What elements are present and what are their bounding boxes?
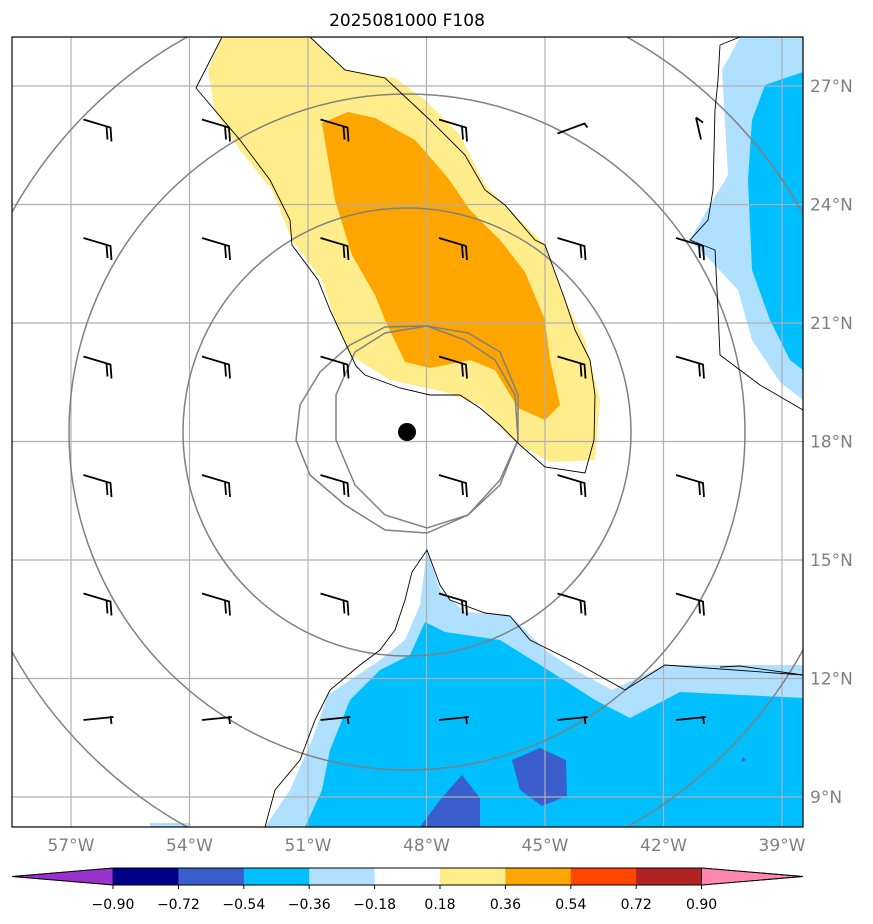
wind-barb-11: [675, 237, 705, 261]
longitude-labels: 57°W 54°W 51°W 48°W 45°W 42°W 39°W: [48, 836, 806, 856]
wind-barb-10: [557, 237, 587, 261]
colorbar-tick-label-1: −0.72: [157, 897, 200, 913]
colorbar-bin-5: [440, 868, 506, 885]
colorbar: −0.90 −0.72 −0.54 −0.36 −0.18 0.18 0.36 0.54 0.7…: [11, 867, 804, 913]
wind-barb-3: [438, 118, 468, 142]
wind-barb-4: [557, 122, 589, 135]
colorbar-tick-label-3: −0.36: [288, 897, 331, 913]
wind-barb-14: [320, 355, 350, 379]
colorbar-bin-3: [309, 868, 376, 885]
contour-fill-skyblue-south: [305, 622, 803, 827]
lat-tick-label-1: 24°N: [810, 196, 853, 216]
colorbar-tick-label-6: 0.36: [490, 897, 521, 913]
colorbar-bin-7: [570, 868, 637, 885]
colorbar-bin-6: [505, 868, 572, 885]
range-ring-3: [68, 93, 746, 771]
wind-barb-35: [675, 715, 707, 725]
wind-barb-16: [557, 355, 587, 379]
lon-tick-label-6: 39°W: [759, 836, 806, 856]
wind-barb-0: [83, 118, 113, 142]
wind-barb-24: [83, 592, 113, 616]
colorbar-tick-label-2: −0.54: [222, 897, 265, 913]
wind-barb-6: [83, 237, 113, 261]
wind-barb-25: [201, 592, 231, 616]
wind-barb-12: [83, 355, 113, 379]
wind-barb-20: [320, 474, 350, 498]
wind-barb-5: [695, 116, 704, 140]
wind-barb-27: [438, 592, 468, 616]
map-plot-area: [12, 37, 803, 827]
wind-barb-1: [201, 118, 231, 142]
contour-fill-royalblue-a: [512, 748, 567, 806]
wind-barb-26: [320, 592, 350, 616]
wind-barb-28: [557, 592, 587, 616]
range-ring-inner: [295, 325, 519, 534]
colorbar-bin-0: [113, 868, 179, 885]
contour-lines: [195, 37, 803, 827]
colorbar-bin-4: [374, 868, 441, 885]
colorbar-under-arrow: [11, 867, 114, 886]
lon-tick-label-3: 48°W: [403, 836, 450, 856]
wind-barb-32: [320, 715, 351, 725]
colorbar-bin-8: [636, 868, 703, 885]
lat-tick-label-5: 12°N: [810, 670, 853, 690]
contour-fill-royalblue-b: [420, 775, 480, 827]
map-frame: [11, 36, 804, 828]
colorbar-tick-label-8: 0.72: [621, 897, 652, 913]
wind-barb-7: [201, 237, 231, 261]
contour-fill-orange: [322, 112, 560, 420]
wind-barb-21: [438, 474, 468, 498]
wind-barb-33: [438, 715, 470, 725]
lat-tick-label-4: 15°N: [810, 551, 853, 571]
range-ring-2: [182, 207, 632, 657]
latitude-labels: 27°N 24°N 21°N 18°N 15°N 12°N 9°N: [810, 77, 853, 808]
colorbar-tick-label-4: −0.18: [353, 897, 396, 913]
wind-barb-17: [675, 355, 705, 379]
wind-barb-8: [320, 237, 350, 261]
cyclone-center-marker: [398, 423, 416, 441]
colorbar-bin-2: [243, 868, 310, 885]
colorbar-bin-1: [178, 868, 245, 885]
wind-barb-31: [201, 715, 233, 725]
range-ring-1: [335, 325, 519, 529]
wind-barb-30: [83, 715, 114, 725]
lat-tick-label-3: 18°N: [810, 433, 853, 453]
lon-tick-label-0: 57°W: [48, 836, 95, 856]
colorbar-tick-label-7: 0.54: [555, 897, 586, 913]
wind-barb-23: [675, 474, 705, 498]
wind-barb-22: [557, 474, 587, 498]
wind-barb-29: [675, 592, 705, 616]
lon-tick-label-4: 45°W: [522, 836, 569, 856]
contour-fill-lightblue-sw: [150, 823, 190, 827]
wind-barb-13: [201, 355, 231, 379]
wind-barb-2: [320, 118, 350, 142]
lon-tick-label-5: 42°W: [640, 836, 687, 856]
wind-barb-19: [201, 474, 231, 498]
lon-tick-label-2: 51°W: [285, 836, 332, 856]
lat-tick-label-0: 27°N: [810, 77, 853, 97]
wind-barb-9: [438, 237, 468, 261]
lon-tick-label-1: 54°W: [166, 836, 213, 856]
contour-fill-royalblue-dot: [742, 757, 746, 762]
colorbar-tick-label-5: 0.18: [424, 897, 455, 913]
range-rings: [12, 37, 803, 827]
wind-barbs: [83, 116, 707, 725]
lat-tick-label-2: 21°N: [810, 314, 853, 334]
contour-fill-skyblue-ne: [748, 72, 803, 370]
colorbar-tick-label-0: −0.90: [92, 897, 135, 913]
colorbar-tick-label-9: 0.90: [686, 897, 717, 913]
colorbar-over-arrow: [701, 867, 804, 886]
wind-barb-34: [557, 715, 588, 725]
wind-barb-18: [83, 474, 113, 498]
wind-barb-15: [438, 355, 468, 379]
map-title: 2025081000 F108: [329, 11, 485, 31]
lat-tick-label-6: 9°N: [810, 788, 842, 808]
graticule: [12, 37, 803, 827]
